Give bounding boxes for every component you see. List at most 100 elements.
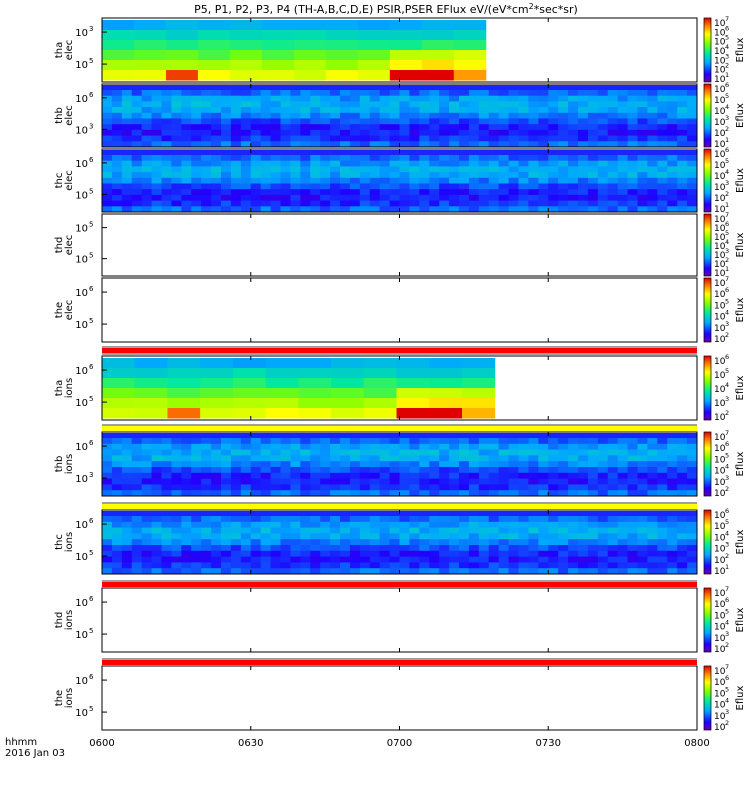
spectrogram-cell: [171, 155, 182, 162]
spectrogram-cell: [340, 112, 351, 119]
spectrogram-cell: [558, 206, 569, 213]
spectrogram-cell: [161, 521, 172, 529]
spectrogram-cell: [201, 556, 212, 563]
spectrogram-cell: [270, 90, 281, 97]
spectrogram-cell: [121, 478, 133, 485]
spectrogram-cell: [488, 112, 500, 119]
spectrogram-cell: [191, 467, 202, 474]
spectrogram-cell: [102, 490, 113, 497]
spectrogram-cell: [369, 545, 381, 552]
spectrogram-cell: [568, 490, 579, 497]
spectrogram-cell: [597, 183, 609, 190]
spectrogram-cell: [578, 112, 589, 119]
spectrogram-cell: [657, 467, 668, 474]
spectrogram-cell: [280, 472, 291, 480]
spectrogram-cell: [250, 562, 262, 569]
spectrogram-cell: [399, 124, 410, 131]
spectrogram-cell: [617, 490, 629, 497]
spectrogram-cell: [647, 556, 658, 563]
spectrogram-cell: [260, 107, 272, 114]
spectrogram-cell: [330, 107, 341, 114]
spectrogram-cell: [229, 30, 263, 41]
panel-species-label: elec: [64, 170, 75, 191]
spectrogram-cell: [359, 107, 371, 114]
colorbar: [703, 587, 712, 653]
panel-species-label: ions: [64, 610, 75, 630]
spectrogram-cell: [409, 172, 420, 179]
spectrogram-cell: [548, 90, 559, 97]
spectrogram-cell: [270, 478, 281, 485]
spectrogram-cell: [102, 398, 136, 409]
spectrogram-cell: [597, 124, 609, 131]
spectrogram-cell: [568, 129, 579, 137]
colorbar-tick-label: 10: [714, 444, 726, 454]
spectrogram-cell: [617, 200, 629, 207]
spectrogram-cell: [102, 358, 136, 369]
spectrogram-cell: [558, 545, 569, 552]
spectrogram-cell: [131, 556, 143, 563]
spectrogram-cell: [240, 467, 252, 474]
spectrogram-cell: [429, 368, 463, 379]
spectrogram-cell: [171, 490, 182, 497]
spectrogram-cell: [538, 545, 549, 552]
spectrogram-cell: [221, 107, 232, 114]
spectrogram-cell: [488, 206, 500, 213]
spectrogram-cell: [508, 129, 519, 137]
spectrogram-cell: [240, 206, 252, 213]
spectrogram-cell: [211, 95, 222, 102]
spectrogram-cell: [131, 516, 143, 523]
colorbar-tick-exponent: 1: [725, 201, 729, 209]
spectrogram-cell: [121, 516, 133, 523]
spectrogram-cell: [131, 490, 143, 497]
spectrogram-cell: [647, 438, 658, 445]
spectrogram-cell: [250, 172, 262, 179]
spectrogram-cell: [468, 484, 480, 491]
spectrogram-cell: [260, 478, 272, 485]
spectrogram-cell: [657, 461, 668, 468]
spectrogram-cell: [320, 206, 331, 213]
spectrogram-cell: [240, 194, 252, 202]
spectrogram-cell: [637, 472, 648, 480]
spectrogram-cell: [508, 189, 519, 196]
spectrogram-cell: [320, 545, 331, 552]
spectrogram-cell: [568, 101, 579, 108]
spectrogram-cell: [419, 200, 430, 207]
spectrogram-cell: [587, 155, 599, 162]
spectrogram-cell: [230, 155, 242, 162]
spectrogram-cell: [121, 527, 133, 534]
spectrogram-cell: [151, 490, 162, 497]
spectrogram-cell: [578, 438, 589, 445]
spectrogram-cell: [230, 461, 242, 468]
spectrogram-cell: [627, 124, 638, 131]
spectrogram-cell: [349, 155, 361, 162]
spectrogram-cell: [265, 368, 299, 379]
spectrogram-cell: [498, 200, 510, 207]
colorbar-tick-exponent: 7: [725, 663, 729, 671]
spectrogram-cell: [298, 408, 332, 419]
spectrogram-cell: [439, 461, 450, 468]
spectrogram-cell: [330, 484, 341, 491]
spectrogram-cell: [359, 189, 371, 196]
y-tick-exponent: 3: [89, 471, 93, 479]
y-tick-exponent: 6: [89, 517, 94, 525]
colorbar-tick-exponent: 3: [725, 247, 729, 255]
spectrogram-cell: [617, 183, 629, 190]
spectrogram-cell: [677, 490, 688, 497]
spectrogram-cell: [578, 183, 589, 190]
spectrogram-cell: [310, 484, 321, 491]
spectrogram-cell: [310, 443, 321, 451]
spectrogram-cell: [240, 527, 252, 534]
spectrogram-cell: [191, 516, 202, 523]
spectrogram-cell: [389, 177, 400, 184]
spectrogram-cell: [369, 539, 381, 546]
spectrogram-cell: [677, 545, 688, 552]
spectrogram-cell: [369, 527, 381, 534]
spectrogram-cell: [498, 472, 510, 480]
spectrogram-cell: [111, 438, 123, 445]
spectrogram-cell: [310, 112, 321, 119]
spectrogram-cell: [260, 135, 272, 142]
spectrogram-cell: [409, 539, 420, 546]
spectrogram-cell: [468, 200, 480, 207]
spectrogram-cell: [419, 461, 430, 468]
